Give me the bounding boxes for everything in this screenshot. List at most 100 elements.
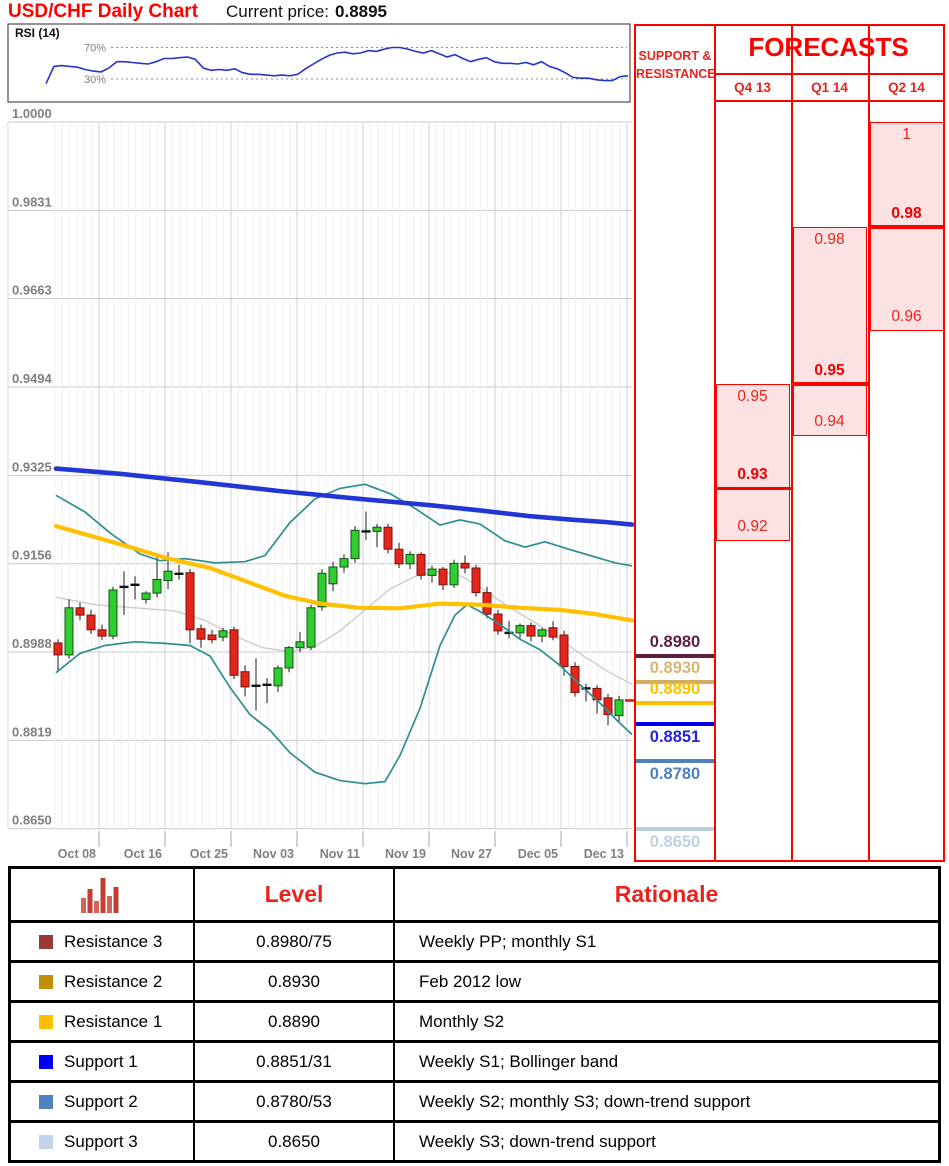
price-axis-label: 0.9663 <box>12 283 52 298</box>
sr-level-line <box>636 701 714 706</box>
candle-body <box>75 607 85 616</box>
candle-body <box>460 562 470 569</box>
candle-body <box>273 667 283 687</box>
date-axis-label: Nov 03 <box>253 847 294 861</box>
candle-body <box>471 567 481 594</box>
sr-level-label: 0.8650 <box>649 832 701 851</box>
current-price-marker <box>625 699 634 702</box>
series-swatch <box>39 1094 53 1109</box>
chart-title: USD/CHF Daily Chart <box>8 1 199 22</box>
candle-body <box>185 572 195 631</box>
candle-body <box>449 562 459 586</box>
candle-body <box>141 592 151 600</box>
table-row-rationale: Weekly S1; Bollinger band <box>393 1040 938 1080</box>
forecast-line <box>791 382 868 386</box>
support-resistance-forecasts-panel: SUPPORT & RESISTANCE FORECASTS Q4 13 Q1 1… <box>634 24 945 862</box>
price-axis-label: 0.9831 <box>12 194 52 209</box>
quarter-header: Q2 14 <box>888 80 925 95</box>
current-price-label: Current price: <box>226 2 330 21</box>
table-row-level: 0.8650 <box>193 1120 393 1160</box>
table-row-rationale: Weekly S2; monthly S3; down-trend suppor… <box>393 1080 938 1120</box>
price-axis-label: 0.8819 <box>12 724 52 739</box>
candle-body <box>196 628 206 640</box>
candle-body <box>614 699 624 717</box>
table-row-rationale: Weekly PP; monthly S1 <box>393 920 938 960</box>
sr-level-label: 0.8890 <box>649 680 701 699</box>
table-row-level: 0.8890 <box>193 1000 393 1040</box>
candle-body <box>372 526 382 532</box>
table-row-rationale: Monthly S2 <box>393 1000 938 1040</box>
table-row-series: Resistance 2 <box>11 960 193 1000</box>
candle-body <box>537 629 547 637</box>
candle-body <box>350 529 360 560</box>
panel-divider <box>714 100 943 102</box>
doji-dash <box>174 572 184 575</box>
rsi-label: RSI (14) <box>15 26 60 40</box>
candle-body <box>416 553 426 576</box>
candle-body <box>152 579 162 594</box>
sr-level-label: 0.8930 <box>649 659 701 678</box>
forecasts-title: FORECASTS <box>748 32 909 62</box>
level-column-header: Level <box>193 869 393 920</box>
sr-level-line <box>636 654 714 658</box>
candle-body <box>64 607 74 656</box>
candle-body <box>427 568 437 576</box>
doji-dash <box>504 631 514 635</box>
price-axis-label: 0.8650 <box>12 813 52 828</box>
sr-level-label: 0.8980 <box>649 633 701 651</box>
rsi-threshold-label: 70% <box>84 43 106 55</box>
candle-body <box>526 625 536 637</box>
price-axis-label: 0.9494 <box>12 371 53 386</box>
price-axis-label: 0.9325 <box>12 459 52 474</box>
candle-body <box>295 641 305 649</box>
current-price-value: 0.8895 <box>335 2 388 21</box>
blue-ma-line <box>53 466 635 527</box>
price-axis-label: 0.8988 <box>12 636 52 651</box>
quarter-header: Q1 14 <box>811 80 848 95</box>
series-swatch <box>39 1054 53 1069</box>
candle-body <box>97 629 107 637</box>
candle-body <box>86 614 96 631</box>
date-axis-label: Oct 08 <box>58 847 96 861</box>
doji-dash <box>262 683 272 686</box>
table-row-level: 0.8780/53 <box>193 1080 393 1120</box>
candle-body <box>218 630 228 638</box>
candle-body <box>317 572 327 608</box>
panel-divider <box>714 26 716 860</box>
forecast-low-label: 0.94 <box>814 413 845 431</box>
forecast-high-label: 0.95 <box>737 387 768 405</box>
forecast-line <box>714 486 791 491</box>
doji-dash <box>581 687 591 690</box>
sr-level-line <box>636 758 714 763</box>
candle-body <box>328 566 338 585</box>
candle-body <box>548 627 558 638</box>
doji-dash <box>130 583 140 586</box>
candle-body <box>339 558 349 568</box>
rsi-line <box>45 46 629 85</box>
price-axis-label: 0.9156 <box>12 548 52 563</box>
table-icon-cell <box>11 869 193 920</box>
forecast-range-box <box>792 226 867 437</box>
quarter-header: Q4 13 <box>734 80 771 95</box>
page-title: USD/CHF Daily Chart Current price: 0.8895 <box>8 1 387 23</box>
candle-body <box>229 629 239 676</box>
candle-body <box>438 568 448 586</box>
candle-body <box>394 548 404 565</box>
panel-divider <box>868 26 870 860</box>
table-row-series: Resistance 1 <box>11 1000 193 1040</box>
candle-body <box>383 526 393 550</box>
sr-level-line <box>636 721 714 726</box>
date-axis-label: Dec 05 <box>518 847 558 861</box>
series-swatch <box>39 1134 53 1149</box>
forecast-high-label: 0.98 <box>814 230 845 248</box>
levels-table: Level Rationale Resistance 3 0.8980/75 W… <box>8 866 941 1163</box>
forecast-high-label: 1 <box>902 126 911 143</box>
candle-body <box>163 570 173 582</box>
date-axis-label: Oct 25 <box>190 847 228 861</box>
forecast-value-label: 0.98 <box>891 204 922 222</box>
bollinger-upper-line <box>55 483 633 567</box>
candle-body <box>108 589 118 637</box>
table-row-series: Resistance 3 <box>11 920 193 960</box>
sr-level-line <box>636 826 714 831</box>
